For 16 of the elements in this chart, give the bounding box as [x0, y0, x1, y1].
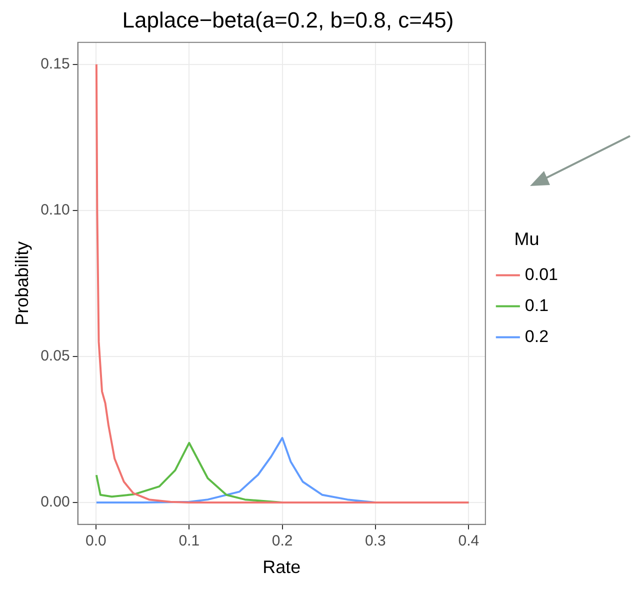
- y-axis-title: Probability: [12, 241, 32, 326]
- x-axis-title: Rate: [262, 557, 301, 578]
- x-tick-label: 0.1: [178, 532, 200, 550]
- y-tick-label: 0.00: [40, 494, 70, 511]
- x-tick-label: 0.0: [86, 532, 106, 550]
- legend-label: 0.1: [524, 296, 549, 315]
- x-tick-label: 0.3: [365, 532, 386, 550]
- y-tick-label: 0.15: [40, 55, 70, 72]
- x-tick-label: 0.4: [458, 532, 480, 550]
- legend-label: 0.01: [524, 264, 558, 284]
- x-tick-label: 0.2: [272, 532, 293, 550]
- chart-title: Laplace−beta(a=0.2, b=0.8, c=45): [122, 7, 454, 32]
- y-tick-label: 0.10: [40, 202, 70, 219]
- legend-label: 0.2: [524, 326, 549, 346]
- y-tick-label: 0.05: [40, 348, 70, 365]
- legend-title: Mu: [514, 229, 540, 250]
